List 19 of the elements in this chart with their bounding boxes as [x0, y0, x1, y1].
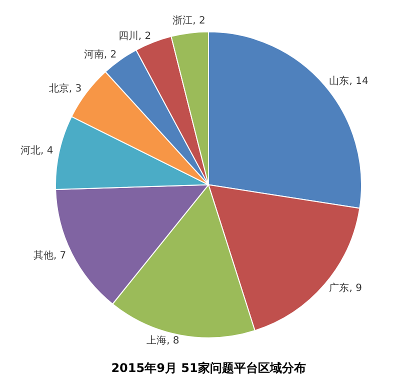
slice-label: 山东: [329, 74, 350, 87]
slice-label: 广东: [329, 282, 350, 294]
text: 2015年9月 51家问题平台区域分布: [111, 360, 306, 375]
data-label: , 2: [192, 16, 206, 27]
data-label: , 9: [349, 282, 362, 294]
data-label: , 8: [166, 336, 180, 347]
slice-label: 浙江: [172, 14, 193, 27]
slice-label: 四川: [118, 30, 138, 42]
slice-label: 其他: [33, 249, 54, 262]
data-label: , 3: [68, 84, 82, 95]
slice-label: 河南: [84, 48, 104, 61]
data-label: , 2: [104, 50, 117, 61]
slice-label: 北京: [48, 82, 69, 95]
data-label: , 14: [349, 76, 368, 87]
slice-label: 河北: [20, 144, 40, 156]
slice-label: 上海: [146, 334, 167, 347]
data-label: , 4: [40, 145, 54, 156]
data-label: , 7: [53, 250, 66, 262]
data-label: , 2: [138, 31, 152, 42]
